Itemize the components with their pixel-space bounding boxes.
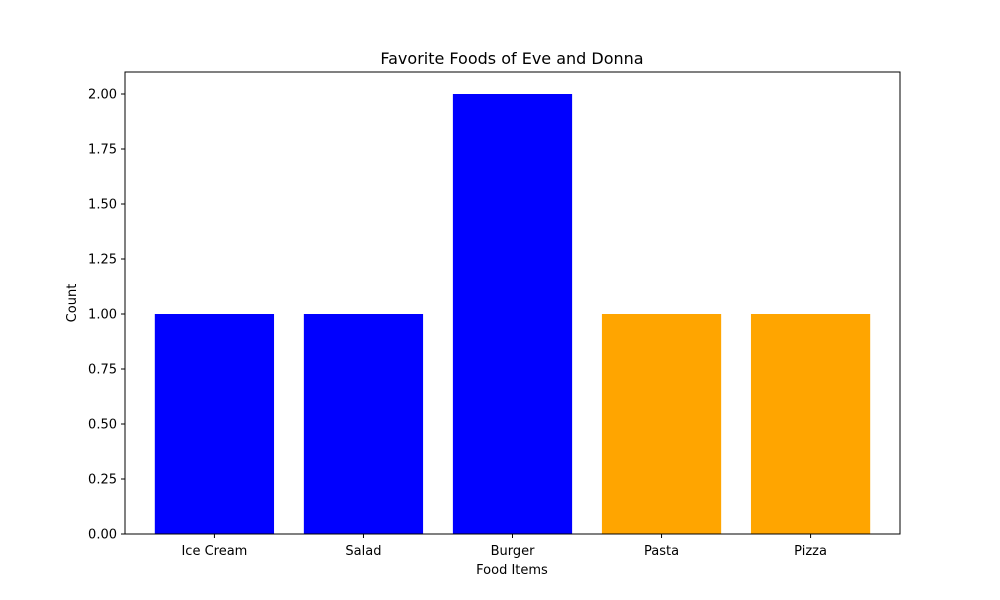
bar-pasta	[601, 314, 722, 534]
x-tick-label: Ice Cream	[181, 544, 247, 559]
bar-salad	[303, 314, 424, 534]
x-tick-label: Pasta	[644, 544, 679, 559]
bar-pizza	[750, 314, 871, 534]
chart-title: Favorite Foods of Eve and Donna	[380, 49, 643, 68]
bar-burger	[452, 94, 573, 534]
bar-ice-cream	[154, 314, 275, 534]
y-tick-label: 0.25	[88, 473, 117, 488]
y-tick-label: 1.75	[88, 143, 117, 158]
x-axis: Ice Cream Salad Burger Pasta Pizza	[181, 534, 827, 559]
y-tick-label: 1.25	[88, 253, 117, 268]
y-axis: 0.00 0.25 0.50 0.75 1.00 1.25 1.50 1.75 2.00	[88, 88, 125, 543]
x-axis-label: Food Items	[476, 563, 548, 578]
y-tick-label: 0.50	[88, 418, 117, 433]
plot-frame	[124, 71, 901, 535]
y-tick-label: 0.00	[88, 528, 117, 543]
y-tick-label: 2.00	[88, 88, 117, 103]
y-tick-label: 1.50	[88, 198, 117, 213]
y-axis-label: Count	[65, 284, 80, 323]
y-tick-label: 0.75	[88, 363, 117, 378]
bars-group	[154, 94, 871, 534]
x-tick-label: Pizza	[794, 544, 827, 559]
x-tick-label: Salad	[345, 544, 381, 559]
x-tick-label: Burger	[491, 544, 536, 559]
y-tick-label: 1.00	[88, 308, 117, 323]
